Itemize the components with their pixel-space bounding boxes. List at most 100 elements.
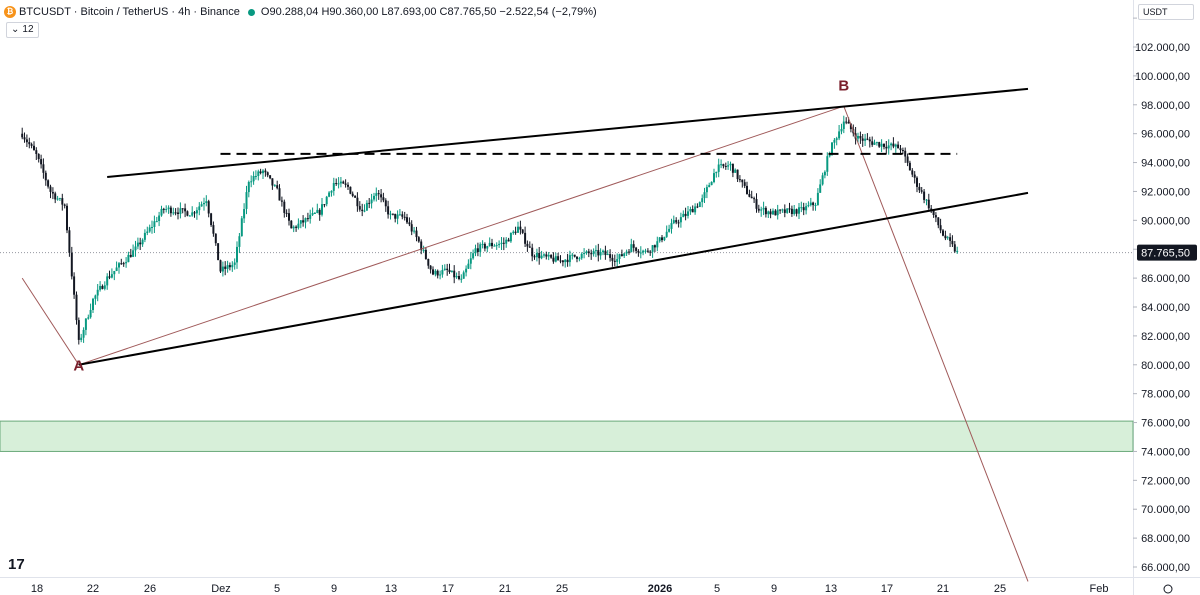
- candle: [380, 189, 383, 203]
- candle: [715, 171, 718, 178]
- candle: [155, 216, 158, 223]
- candle: [122, 261, 125, 267]
- candle: [136, 237, 139, 250]
- candle: [210, 212, 213, 227]
- candle: [774, 209, 777, 216]
- candle: [283, 199, 286, 218]
- candle: [453, 265, 456, 284]
- candle: [462, 270, 465, 279]
- candle: [271, 178, 274, 190]
- candle: [103, 281, 106, 291]
- candle: [23, 132, 26, 143]
- candle: [602, 249, 604, 256]
- candle: [663, 236, 666, 242]
- candle: [240, 216, 243, 237]
- candle: [823, 170, 826, 179]
- chevron-down-icon: ⌄: [11, 24, 20, 35]
- candle: [694, 203, 697, 215]
- candle: [746, 181, 748, 195]
- candle: [564, 259, 567, 268]
- currency-selector[interactable]: USDT: [1138, 4, 1194, 20]
- candle: [934, 212, 937, 223]
- candle: [96, 284, 99, 302]
- candle: [82, 327, 85, 343]
- candle: [502, 237, 505, 251]
- candle: [33, 141, 35, 151]
- candle: [809, 197, 812, 207]
- candle: [753, 196, 756, 203]
- candle: [576, 256, 578, 263]
- candle: [535, 248, 538, 262]
- candle: [188, 215, 191, 217]
- last-price-badge: [1137, 244, 1197, 261]
- candle: [132, 244, 135, 258]
- candle: [956, 246, 959, 254]
- candle: [262, 169, 264, 179]
- candle: [191, 206, 194, 217]
- channel-lower-line: [78, 191, 1029, 366]
- candle: [243, 203, 246, 223]
- candle: [554, 252, 557, 263]
- price-tick-label: 94.000,00: [1141, 158, 1190, 170]
- candle: [632, 240, 635, 252]
- candle: [750, 190, 753, 199]
- candle: [845, 117, 848, 125]
- candle: [460, 274, 463, 283]
- candle: [705, 184, 708, 199]
- candle: [146, 226, 149, 236]
- candle: [500, 237, 503, 250]
- candle: [231, 261, 234, 272]
- candle: [288, 208, 290, 226]
- candle: [424, 247, 427, 260]
- time-tick-label: 13: [825, 583, 837, 595]
- candle: [783, 204, 786, 218]
- price-tick-label: 90.000,00: [1141, 215, 1190, 227]
- candle: [40, 154, 43, 169]
- candle: [526, 240, 529, 252]
- candle: [887, 139, 890, 155]
- candle: [611, 254, 614, 267]
- candle: [252, 171, 255, 185]
- channel-upper-line: [107, 87, 1029, 178]
- candle: [550, 254, 553, 259]
- price-tick-label: 82.000,00: [1141, 331, 1190, 343]
- candle: [441, 264, 444, 278]
- candle: [439, 270, 442, 280]
- candle: [276, 180, 279, 190]
- candle: [410, 220, 413, 236]
- price-tick-label: 92.000,00: [1141, 186, 1190, 198]
- candle: [302, 215, 305, 227]
- candle: [61, 193, 64, 211]
- time-tick-label: 25: [556, 583, 568, 595]
- time-tick-label: Feb: [1090, 583, 1109, 595]
- candle: [628, 249, 630, 255]
- price-tick-label: 74.000,00: [1141, 446, 1190, 458]
- settings-gear-icon[interactable]: [1163, 584, 1173, 594]
- candle: [561, 260, 564, 267]
- candle: [498, 240, 501, 248]
- candle: [347, 182, 349, 190]
- candle: [691, 205, 694, 213]
- candle: [566, 253, 569, 267]
- candle: [812, 201, 815, 211]
- candle: [807, 201, 810, 208]
- candle: [661, 235, 663, 243]
- candle: [743, 179, 746, 189]
- candle: [403, 211, 406, 221]
- candle: [894, 143, 897, 153]
- candle: [186, 210, 189, 217]
- candle: [703, 187, 706, 203]
- candle: [736, 169, 739, 182]
- candle: [868, 136, 871, 148]
- symbol-title[interactable]: BTCUSDT · Bitcoin / TetherUS · 4h · Bina…: [19, 6, 240, 18]
- candle: [644, 248, 647, 254]
- candles: [21, 115, 959, 345]
- candle: [923, 189, 926, 204]
- tradingview-logo-icon[interactable]: 17: [8, 556, 25, 573]
- candle: [344, 179, 347, 188]
- candle: [476, 242, 479, 257]
- candle: [604, 245, 607, 260]
- indicator-toggle-button[interactable]: ⌄ 12: [6, 22, 39, 38]
- candle: [597, 243, 600, 262]
